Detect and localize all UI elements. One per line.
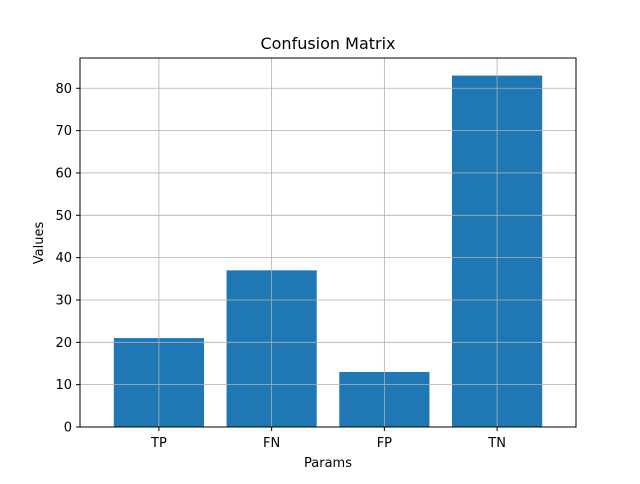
plot-frame bbox=[79, 57, 577, 428]
x-tick-label: TP bbox=[150, 436, 167, 451]
x-tick-label: FN bbox=[263, 436, 280, 451]
chart-title: Confusion Matrix bbox=[260, 34, 395, 53]
y-tick-label: 0 bbox=[64, 421, 72, 436]
y-tick-label: 50 bbox=[55, 209, 72, 224]
y-tick-label: 40 bbox=[55, 251, 72, 266]
ticks: 0 10 20 30 40 50 60 70 80 TP FN FP TN bbox=[55, 82, 505, 451]
axes bbox=[79, 57, 577, 428]
y-tick-label: 80 bbox=[55, 82, 72, 97]
x-tick-label: FP bbox=[377, 436, 392, 451]
y-tick-label: 70 bbox=[55, 124, 72, 139]
y-tick-label: 30 bbox=[55, 293, 72, 308]
y-tick-label: 20 bbox=[55, 336, 72, 351]
x-axis-label: Params bbox=[304, 456, 352, 471]
y-tick-label: 60 bbox=[55, 166, 72, 181]
y-tick-label: 10 bbox=[55, 378, 72, 393]
x-tick-label: TN bbox=[487, 436, 506, 451]
y-axis-label: Values bbox=[32, 222, 47, 265]
